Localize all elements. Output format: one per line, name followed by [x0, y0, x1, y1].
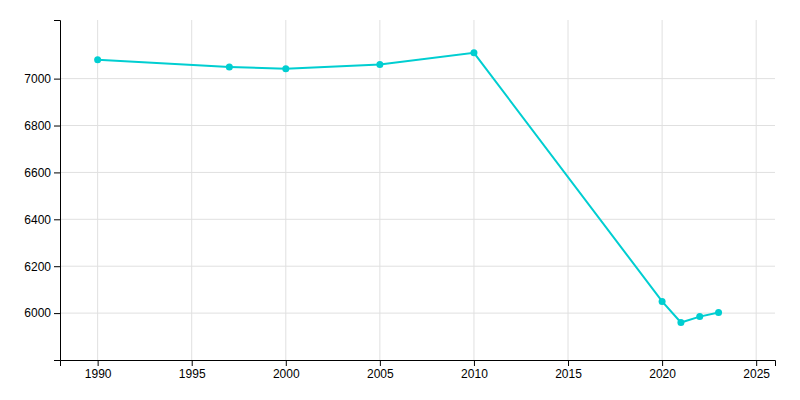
x-tick-mark — [286, 360, 287, 366]
y-tick-label: 6400 — [24, 213, 51, 227]
x-tick-mark — [98, 360, 99, 366]
y-tick-label: 6600 — [24, 166, 51, 180]
y-tick-mark — [54, 172, 60, 173]
y-tick: 7000 — [24, 72, 60, 86]
x-tick-label: 2000 — [273, 367, 300, 381]
y-tick-label: 6000 — [24, 306, 51, 320]
x-tick: 2010 — [461, 360, 488, 381]
y-axis-line — [54, 21, 61, 361]
point — [677, 319, 684, 326]
x-tick-label: 2005 — [367, 367, 394, 381]
y-tick-label: 6200 — [24, 260, 51, 274]
x-tick-mark — [474, 360, 475, 366]
x-tick-mark — [662, 360, 663, 366]
grid-line-y — [60, 219, 775, 220]
y-tick: 6200 — [24, 260, 60, 274]
point — [715, 309, 722, 316]
x-axis: 1990 1995 2000 2005 2010 2015 2020 2025 — [61, 360, 776, 381]
x-tick: 1990 — [85, 360, 112, 381]
y-axis: 6000 6200 6400 6600 6800 7000 — [24, 21, 60, 361]
point — [226, 63, 233, 70]
x-tick: 2025 — [743, 360, 770, 381]
grid-line-x — [191, 20, 192, 360]
grid-line-x — [756, 20, 757, 360]
data-marks — [94, 49, 722, 326]
y-tick-mark — [54, 313, 60, 314]
x-tick-label: 1990 — [85, 367, 112, 381]
grid-line-y — [60, 313, 775, 314]
x-tick-label: 2025 — [743, 367, 770, 381]
y-tick-label: 6800 — [24, 119, 51, 133]
x-tick-label: 2020 — [649, 367, 676, 381]
grid-line-x — [379, 20, 380, 360]
y-tick: 6400 — [24, 213, 60, 227]
point — [376, 61, 383, 68]
x-tick: 2000 — [273, 360, 300, 381]
grid-line-y — [60, 78, 775, 79]
y-tick-mark — [54, 79, 60, 80]
grid-line-x — [568, 20, 569, 360]
point — [696, 313, 703, 320]
y-tick-mark — [54, 126, 60, 127]
grid-line-y — [60, 125, 775, 126]
x-tick-mark — [568, 360, 569, 366]
y-tick: 6800 — [24, 119, 60, 133]
chart-svg: 1990 1995 2000 2005 2010 2015 2020 2025 6000 6200… — [0, 0, 800, 400]
point — [659, 298, 666, 305]
grid — [60, 20, 775, 360]
x-tick: 2020 — [649, 360, 676, 381]
y-tick: 6000 — [24, 306, 60, 320]
point — [470, 49, 477, 56]
grid-line-x — [662, 20, 663, 360]
x-tick-mark — [192, 360, 193, 366]
grid-line-x — [97, 20, 98, 360]
x-tick-mark — [756, 360, 757, 366]
grid-line-y — [60, 266, 775, 267]
line — [98, 53, 719, 323]
y-tick-mark — [54, 219, 60, 220]
x-tick-label: 1995 — [179, 367, 206, 381]
y-tick: 6600 — [24, 166, 60, 180]
x-tick-label: 2010 — [461, 367, 488, 381]
point — [94, 56, 101, 63]
x-tick: 2005 — [367, 360, 394, 381]
grid-line-x — [473, 20, 474, 360]
y-tick-label: 7000 — [24, 72, 51, 86]
x-tick-mark — [380, 360, 381, 366]
x-tick: 1995 — [179, 360, 206, 381]
grid-line-y — [60, 172, 775, 173]
x-axis-line — [61, 361, 776, 367]
y-tick-mark — [54, 266, 60, 267]
point — [282, 65, 289, 72]
x-tick-label: 2015 — [555, 367, 582, 381]
plot-area: 1990 1995 2000 2005 2010 2015 2020 2025 6000 6200… — [24, 20, 775, 381]
x-tick: 2015 — [555, 360, 582, 381]
